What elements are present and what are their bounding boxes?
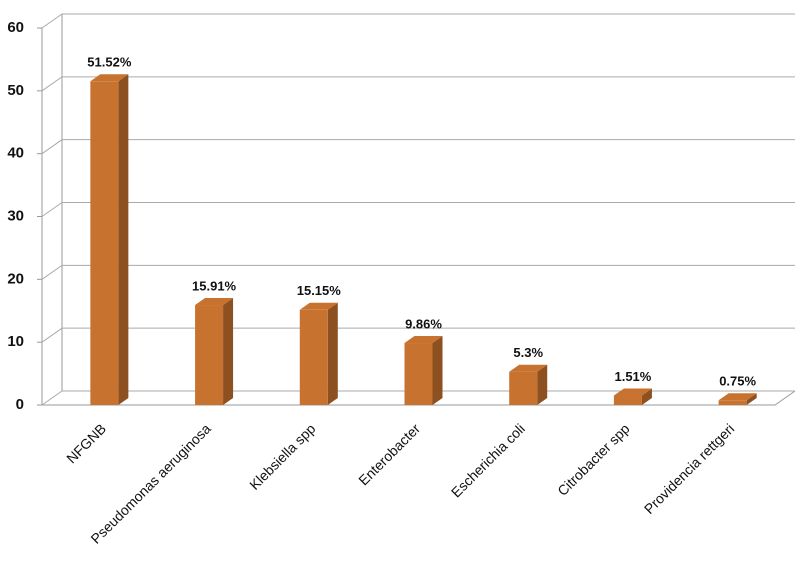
bar-top	[299, 302, 338, 310]
value-label: 15.91%	[192, 278, 237, 293]
grid-line	[41, 139, 795, 155]
bar	[299, 309, 328, 405]
bar-side	[537, 364, 548, 405]
bar	[90, 81, 119, 406]
bar-side	[223, 298, 234, 405]
grid-line	[41, 264, 795, 280]
bar-top	[404, 336, 443, 344]
bar	[404, 343, 433, 405]
floor	[42, 390, 796, 406]
bar-top	[90, 74, 129, 82]
x-tick-label: Escherichia coli	[448, 420, 528, 500]
bar-top	[718, 393, 757, 401]
value-label: 1.51%	[614, 369, 651, 384]
x-tick-label: Citrobacter spp	[554, 420, 633, 499]
y-tick-label: 60	[7, 19, 24, 36]
bar-top	[195, 298, 234, 306]
grid-line	[41, 327, 795, 343]
value-label: 5.3%	[513, 345, 543, 360]
bar-side	[641, 388, 652, 405]
y-tick-label: 10	[7, 333, 24, 350]
x-tick-label: Klebsiella spp	[246, 420, 319, 493]
y-tick-label: 0	[16, 396, 24, 413]
bar	[195, 305, 224, 405]
x-tick-label: Enterobacter	[355, 420, 423, 488]
grid-line	[41, 13, 795, 29]
x-tick-label: Providencia rettgeri	[641, 420, 738, 517]
bar-side	[432, 336, 443, 405]
bar	[509, 371, 538, 405]
x-tick-label: Pseudomonas aeruginosa	[87, 420, 213, 546]
bar-side	[746, 393, 757, 405]
grid-line	[41, 76, 795, 92]
bar-top	[613, 388, 652, 396]
y-tick-label: 40	[7, 145, 24, 162]
bar-side	[118, 74, 129, 406]
y-tick-label: 30	[7, 207, 24, 224]
value-label: 51.52%	[87, 55, 132, 70]
y-tick-label: 50	[7, 82, 24, 99]
bar-side	[327, 302, 338, 405]
x-tick-label: NFGNB	[63, 420, 109, 466]
grid-line	[41, 202, 795, 217]
grid-line	[41, 390, 795, 406]
value-label: 9.86%	[405, 316, 442, 331]
bar	[718, 400, 747, 405]
y-tick-label: 20	[7, 270, 24, 287]
value-label: 0.75%	[719, 374, 756, 389]
bar	[613, 395, 642, 405]
bar-top	[509, 364, 548, 372]
value-label: 15.15%	[297, 283, 342, 298]
